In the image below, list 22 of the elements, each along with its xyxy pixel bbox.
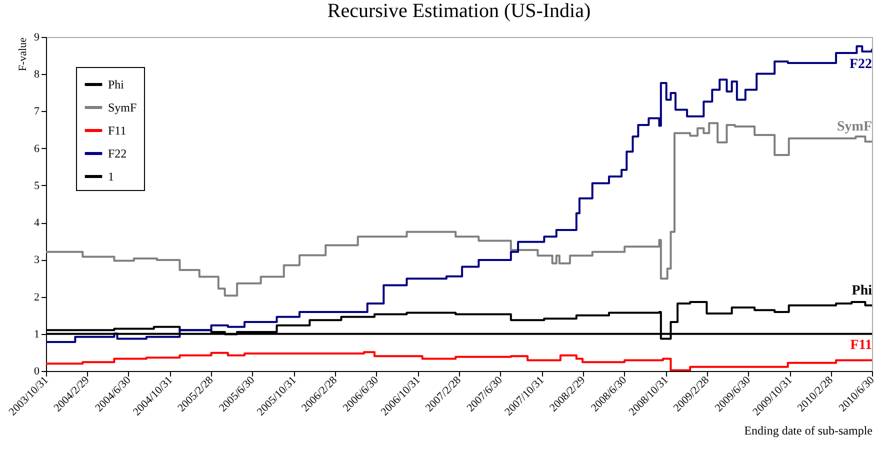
text: SymF [837, 120, 872, 135]
y-tick-label: 8 [34, 68, 40, 81]
y-tick-label: 4 [34, 217, 40, 230]
chart-title: Recursive Estimation (US-India) [327, 0, 591, 22]
legend-label: SymF [108, 100, 138, 114]
y-tick-label: 1 [34, 328, 40, 340]
legend-label: 1 [108, 170, 114, 184]
text: F11 [850, 338, 872, 354]
x-axis-title: Ending date of sub-sample [744, 423, 872, 438]
text: Phi [852, 283, 872, 298]
y-axis-title: F-value [17, 37, 29, 72]
y-tick-label: 0 [34, 366, 40, 378]
y-tick-label: 3 [34, 254, 40, 266]
text: F22 [849, 56, 872, 72]
y-tick-label: 9 [34, 32, 40, 44]
y-tick-label: 2 [34, 291, 40, 304]
y-tick-label: 7 [34, 106, 40, 118]
legend-label: F11 [108, 124, 126, 138]
legend-label: F22 [108, 146, 127, 160]
y-tick-label: 6 [34, 142, 40, 155]
y-tick-label: 5 [34, 180, 40, 192]
legend-label: Phi [108, 78, 125, 92]
